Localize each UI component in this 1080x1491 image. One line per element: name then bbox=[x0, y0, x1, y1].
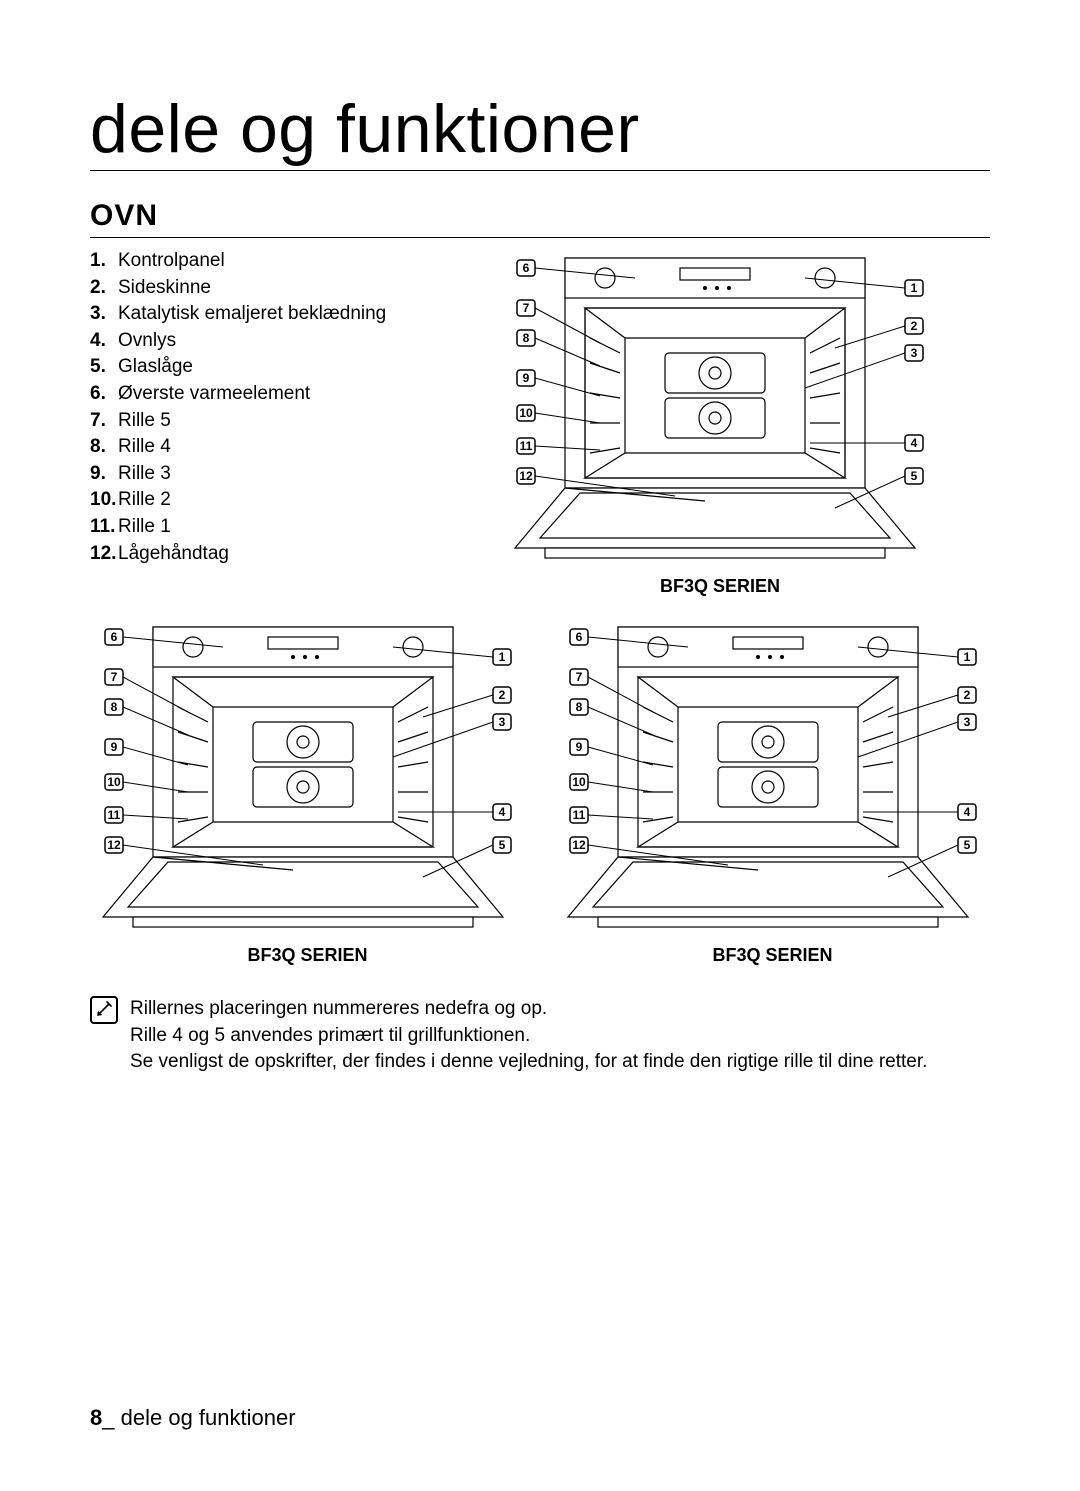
diagram-caption: BF3Q SERIEN bbox=[660, 576, 780, 597]
svg-text:2: 2 bbox=[498, 688, 505, 702]
list-item: 4.Ovnlys bbox=[90, 328, 430, 355]
item-number: 2. bbox=[90, 275, 118, 302]
item-number: 3. bbox=[90, 301, 118, 328]
svg-text:5: 5 bbox=[963, 838, 970, 852]
item-label: Kontrolpanel bbox=[118, 248, 225, 275]
note-line: Se venligst de opskrifter, der findes i … bbox=[130, 1049, 927, 1076]
svg-text:11: 11 bbox=[572, 808, 585, 822]
svg-text:12: 12 bbox=[519, 469, 533, 483]
svg-text:10: 10 bbox=[107, 775, 121, 789]
list-item: 7.Rille 5 bbox=[90, 408, 430, 435]
section-title: OVN bbox=[90, 199, 990, 238]
item-number: 12. bbox=[90, 541, 118, 568]
item-label: Rille 4 bbox=[118, 434, 171, 461]
svg-text:4: 4 bbox=[963, 805, 970, 819]
list-item: 3.Katalytisk emaljeret beklædning bbox=[90, 301, 430, 328]
note-line: Rillernes placeringen nummereres nedefra… bbox=[130, 996, 927, 1023]
footer-text: dele og funktioner bbox=[121, 1405, 296, 1430]
svg-text:10: 10 bbox=[519, 406, 533, 420]
item-label: Rille 3 bbox=[118, 461, 171, 488]
item-number: 4. bbox=[90, 328, 118, 355]
list-item: 5.Glaslåge bbox=[90, 354, 430, 381]
list-item: 11.Rille 1 bbox=[90, 514, 430, 541]
svg-text:8: 8 bbox=[523, 331, 530, 345]
list-item: 9.Rille 3 bbox=[90, 461, 430, 488]
svg-text:8: 8 bbox=[575, 700, 582, 714]
list-item: 1.Kontrolpanel bbox=[90, 248, 430, 275]
svg-text:3: 3 bbox=[911, 346, 918, 360]
svg-text:7: 7 bbox=[523, 301, 530, 315]
svg-text:6: 6 bbox=[575, 630, 582, 644]
svg-text:8: 8 bbox=[110, 700, 117, 714]
svg-text:1: 1 bbox=[963, 650, 970, 664]
diagram-bottom-right: 6 7 8 9 10 11 12 1 2 3 4 5 BF3Q SERIEN bbox=[555, 617, 990, 966]
svg-text:4: 4 bbox=[498, 805, 505, 819]
item-number: 7. bbox=[90, 408, 118, 435]
svg-text:4: 4 bbox=[911, 436, 918, 450]
item-number: 6. bbox=[90, 381, 118, 408]
svg-text:7: 7 bbox=[575, 670, 582, 684]
svg-text:3: 3 bbox=[963, 715, 970, 729]
item-label: Glaslåge bbox=[118, 354, 193, 381]
note-block: Rillernes placeringen nummereres nedefra… bbox=[90, 996, 990, 1076]
diagram-top: 6 7 8 9 10 11 12 1 2 3 4 5 BF3Q SERIEN bbox=[450, 248, 990, 597]
parts-list: 1.Kontrolpanel 2.Sideskinne 3.Katalytisk… bbox=[90, 248, 430, 597]
svg-text:9: 9 bbox=[523, 371, 530, 385]
list-item: 2.Sideskinne bbox=[90, 275, 430, 302]
item-label: Rille 1 bbox=[118, 514, 171, 541]
list-item: 12.Lågehåndtag bbox=[90, 541, 430, 568]
list-item: 6.Øverste varmeelement bbox=[90, 381, 430, 408]
diagram-bottom-left: 6 7 8 9 10 11 12 1 2 3 4 5 BF3Q SERIEN bbox=[90, 617, 525, 966]
item-number: 10. bbox=[90, 487, 118, 514]
svg-text:5: 5 bbox=[498, 838, 505, 852]
item-number: 1. bbox=[90, 248, 118, 275]
note-icon bbox=[90, 996, 118, 1024]
top-row: 1.Kontrolpanel 2.Sideskinne 3.Katalytisk… bbox=[90, 248, 990, 597]
item-label: Ovnlys bbox=[118, 328, 176, 355]
svg-text:10: 10 bbox=[572, 775, 586, 789]
svg-text:9: 9 bbox=[575, 740, 582, 754]
item-number: 5. bbox=[90, 354, 118, 381]
svg-text:1: 1 bbox=[911, 281, 918, 295]
svg-text:7: 7 bbox=[110, 670, 117, 684]
note-line: Rille 4 og 5 anvendes primært til grillf… bbox=[130, 1023, 927, 1050]
diagram-caption: BF3Q SERIEN bbox=[712, 945, 832, 966]
svg-text:9: 9 bbox=[110, 740, 117, 754]
footer-page-number: 8 bbox=[90, 1405, 102, 1430]
svg-text:2: 2 bbox=[963, 688, 970, 702]
item-label: Øverste varmeelement bbox=[118, 381, 310, 408]
item-label: Rille 5 bbox=[118, 408, 171, 435]
list-item: 10.Rille 2 bbox=[90, 487, 430, 514]
page-title: dele og funktioner bbox=[90, 90, 990, 171]
item-label: Lågehåndtag bbox=[118, 541, 229, 568]
diagram-caption: BF3Q SERIEN bbox=[247, 945, 367, 966]
svg-text:6: 6 bbox=[523, 261, 530, 275]
item-number: 11. bbox=[90, 514, 118, 541]
footer-sep: _ bbox=[102, 1405, 114, 1430]
svg-text:2: 2 bbox=[911, 319, 918, 333]
item-number: 9. bbox=[90, 461, 118, 488]
svg-text:1: 1 bbox=[498, 650, 505, 664]
footer: 8_ dele og funktioner bbox=[90, 1405, 296, 1431]
note-text: Rillernes placeringen nummereres nedefra… bbox=[130, 996, 927, 1076]
svg-text:11: 11 bbox=[520, 439, 533, 453]
item-label: Rille 2 bbox=[118, 487, 171, 514]
oven-diagram-icon: 6 7 8 9 10 11 12 1 2 3 4 5 bbox=[558, 617, 988, 937]
item-label: Sideskinne bbox=[118, 275, 211, 302]
item-number: 8. bbox=[90, 434, 118, 461]
svg-text:5: 5 bbox=[911, 469, 918, 483]
oven-diagram-icon: 6 7 8 9 10 11 12 1 2 3 4 5 bbox=[93, 617, 523, 937]
list-item: 8.Rille 4 bbox=[90, 434, 430, 461]
bottom-row: 6 7 8 9 10 11 12 1 2 3 4 5 BF3Q SERIEN bbox=[90, 617, 990, 966]
svg-text:11: 11 bbox=[107, 808, 120, 822]
svg-text:6: 6 bbox=[110, 630, 117, 644]
svg-text:12: 12 bbox=[572, 838, 586, 852]
svg-text:3: 3 bbox=[498, 715, 505, 729]
svg-text:12: 12 bbox=[107, 838, 121, 852]
item-label: Katalytisk emaljeret beklædning bbox=[118, 301, 386, 328]
oven-diagram-icon: 6 7 8 9 10 11 12 1 2 3 4 5 bbox=[505, 248, 935, 568]
